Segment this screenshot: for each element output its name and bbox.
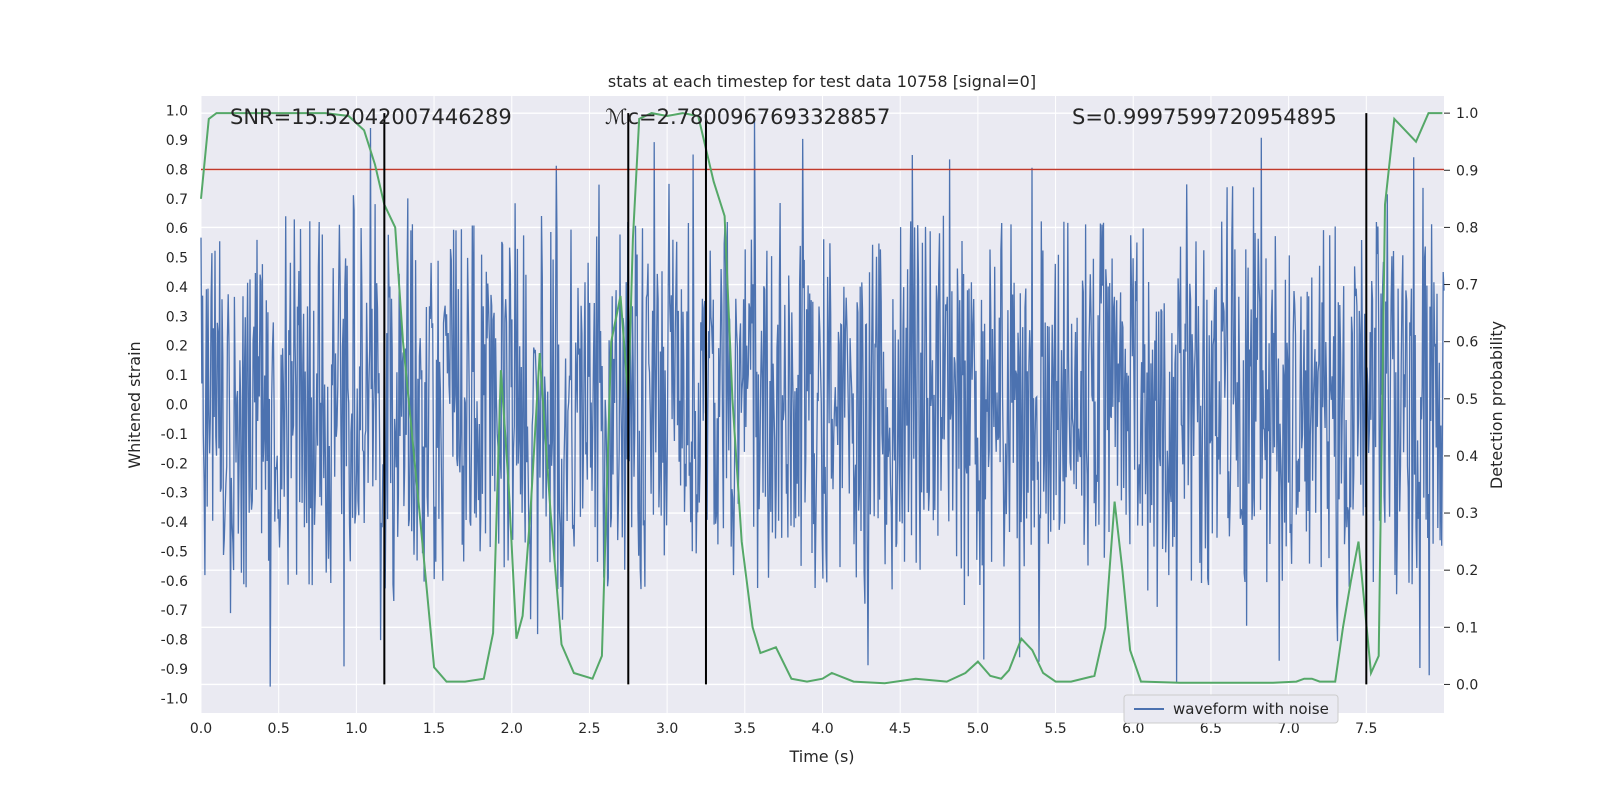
y-tick-label: -0.2 [161, 456, 188, 472]
x-tick-label: 7.5 [1355, 721, 1377, 737]
y-tick-label: -0.1 [161, 427, 188, 443]
legend-box [1123, 694, 1339, 724]
y-axis-label: Whitened strain [125, 341, 144, 468]
y2-tick-label: 0.0 [1456, 677, 1478, 693]
y-tick-label: 1.0 [166, 104, 188, 120]
x-tick-label: 1.0 [345, 721, 367, 737]
y2-tick-label: 0.5 [1456, 392, 1478, 408]
y2-tick-label: 0.9 [1456, 163, 1478, 179]
y-tick-label: -0.3 [161, 486, 188, 502]
y2-tick-label: 0.8 [1456, 220, 1478, 236]
legend: waveform with noise [1123, 694, 1339, 724]
x-axis-label: Time (s) [788, 747, 854, 766]
x-tick-label: 3.0 [656, 721, 678, 737]
chirp-mass-annotation: ℳc=2.7800967693328857 [605, 105, 890, 129]
snr-annotation: SNR=15.52042007446289 [230, 105, 512, 129]
x-tick-label: 2.5 [578, 721, 600, 737]
x-tick-label: 0.0 [190, 721, 212, 737]
x-tick-label: 1.5 [423, 721, 445, 737]
x-tick-label: 4.5 [889, 721, 911, 737]
x-tick-label: 6.5 [1200, 721, 1222, 737]
y-tick-label: 0.7 [166, 192, 188, 208]
x-tick-label: 5.0 [967, 721, 989, 737]
y-tick-label: 0.4 [166, 280, 188, 296]
s-annotation: S=0.9997599720954895 [1072, 105, 1337, 129]
x-tick-label: 4.0 [811, 721, 833, 737]
x-tick-label: 2.0 [501, 721, 523, 737]
y-tick-label: 0.1 [166, 368, 188, 384]
probability-line [200, 112, 1443, 685]
legend-label: waveform with noise [1173, 700, 1329, 718]
y2-tick-label: 0.3 [1456, 506, 1478, 522]
y2-tick-label: 0.2 [1456, 563, 1478, 579]
waveform-series [200, 119, 1445, 687]
y-tick-label: 0.6 [166, 221, 188, 237]
y-tick-label: -0.5 [161, 544, 188, 560]
y-tick-label: 0.3 [166, 309, 188, 325]
y-tick-label: -0.8 [161, 633, 188, 649]
y-tick-label: 0.2 [166, 339, 188, 355]
y-tick-label: -0.6 [161, 574, 188, 590]
y2-axis-label: Detection probability [1487, 321, 1506, 489]
marker-lines [383, 113, 1368, 685]
x-tick-label: 7.0 [1277, 721, 1299, 737]
y2-tick-label: 0.6 [1456, 335, 1478, 351]
y-tick-label: 0.0 [166, 398, 188, 414]
y2-tick-label: 0.1 [1456, 620, 1478, 636]
probability-series [200, 112, 1443, 685]
y-tick-label: -0.9 [161, 662, 188, 678]
x-tick-label: 0.5 [268, 721, 290, 737]
y2-tick-label: 0.7 [1456, 278, 1478, 294]
y-tick-label: 0.9 [166, 133, 188, 149]
x-tick-label: 5.5 [1044, 721, 1066, 737]
waveform-line [200, 119, 1445, 687]
y2-tick-label: 0.4 [1456, 449, 1478, 465]
y-tick-label: 0.5 [166, 251, 188, 267]
y-tick-label: -0.7 [161, 603, 188, 619]
y-tick-label: 0.8 [166, 162, 188, 178]
tick-labels: 0.0 0.5 1.0 1.5 2.0 2.5 3.0 3.5 4.0 4.5 5.0 5.5 6.0 6… [161, 104, 1479, 737]
x-tick-label: 3.5 [734, 721, 756, 737]
y-tick-label: -0.4 [161, 515, 188, 531]
y2-tick-label: 1.0 [1456, 106, 1478, 122]
x-tick-label: 6.0 [1122, 721, 1144, 737]
chart-title: stats at each timestep for test data 107… [608, 72, 1036, 91]
y-tick-label: -1.0 [161, 691, 188, 707]
